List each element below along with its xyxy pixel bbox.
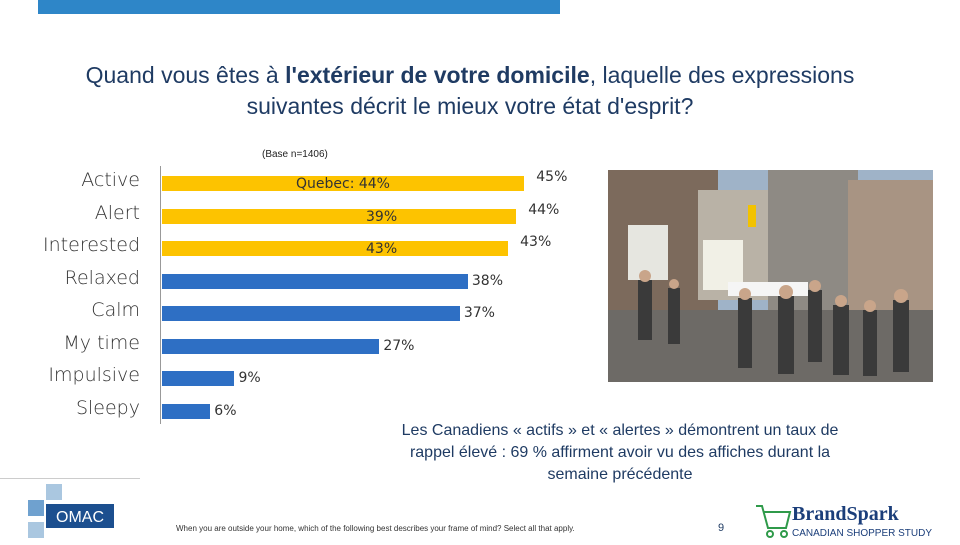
quebec-label: Quebec: 44% <box>296 176 390 192</box>
bar <box>162 338 380 354</box>
svg-text:CANADIAN SHOPPER STUDY: CANADIAN SHOPPER STUDY <box>792 528 932 539</box>
value-label: 6% <box>214 402 237 419</box>
category-label: Interested <box>43 234 140 256</box>
bar <box>162 403 211 419</box>
category-label: Calm <box>91 299 140 321</box>
svg-text:BrandSpark: BrandSpark <box>792 503 900 525</box>
bar <box>162 273 468 289</box>
category-label: Alert <box>94 201 140 224</box>
svg-text:OMAC: OMAC <box>56 509 104 526</box>
category-label: Sleepy <box>75 396 140 419</box>
value-label: 27% <box>383 337 415 354</box>
bar <box>162 241 509 256</box>
page-number: 9 <box>718 522 725 534</box>
brandspark-logo: BrandSpark CANADIAN SHOPPER STUDY <box>752 498 960 540</box>
quebec-label: 39% <box>366 208 398 225</box>
base-note: (Base n=1406) <box>262 149 328 160</box>
page-title: Quand vous êtes à l'extérieur de votre d… <box>85 62 855 119</box>
category-label: Impulsive <box>48 364 140 386</box>
chart-axis <box>160 166 161 424</box>
bar <box>162 176 525 191</box>
value-label: 37% <box>463 305 495 321</box>
title-emphasis: l'extérieur de votre domicile <box>285 62 590 88</box>
bar <box>162 306 460 321</box>
value-label: 43% <box>520 234 552 250</box>
street-scene-photo <box>608 170 933 382</box>
value-label: 9% <box>238 370 261 386</box>
category-label: Relaxed <box>64 266 140 289</box>
category-label: Active <box>81 169 140 191</box>
omac-logo: OMAC <box>10 482 120 540</box>
callout-note: Les Canadiens « actifs » et « alertes » … <box>401 422 839 483</box>
value-label: 44% <box>528 201 560 218</box>
bar <box>162 208 517 224</box>
footer-question: When you are outside your home, which of… <box>176 524 575 533</box>
divider <box>0 478 140 479</box>
value-label: 45% <box>536 169 568 185</box>
category-label: My time <box>63 331 140 354</box>
top-accent-bar <box>38 0 560 14</box>
quebec-label: 43% <box>366 241 398 257</box>
value-label: 38% <box>471 272 504 289</box>
bar <box>162 371 235 386</box>
